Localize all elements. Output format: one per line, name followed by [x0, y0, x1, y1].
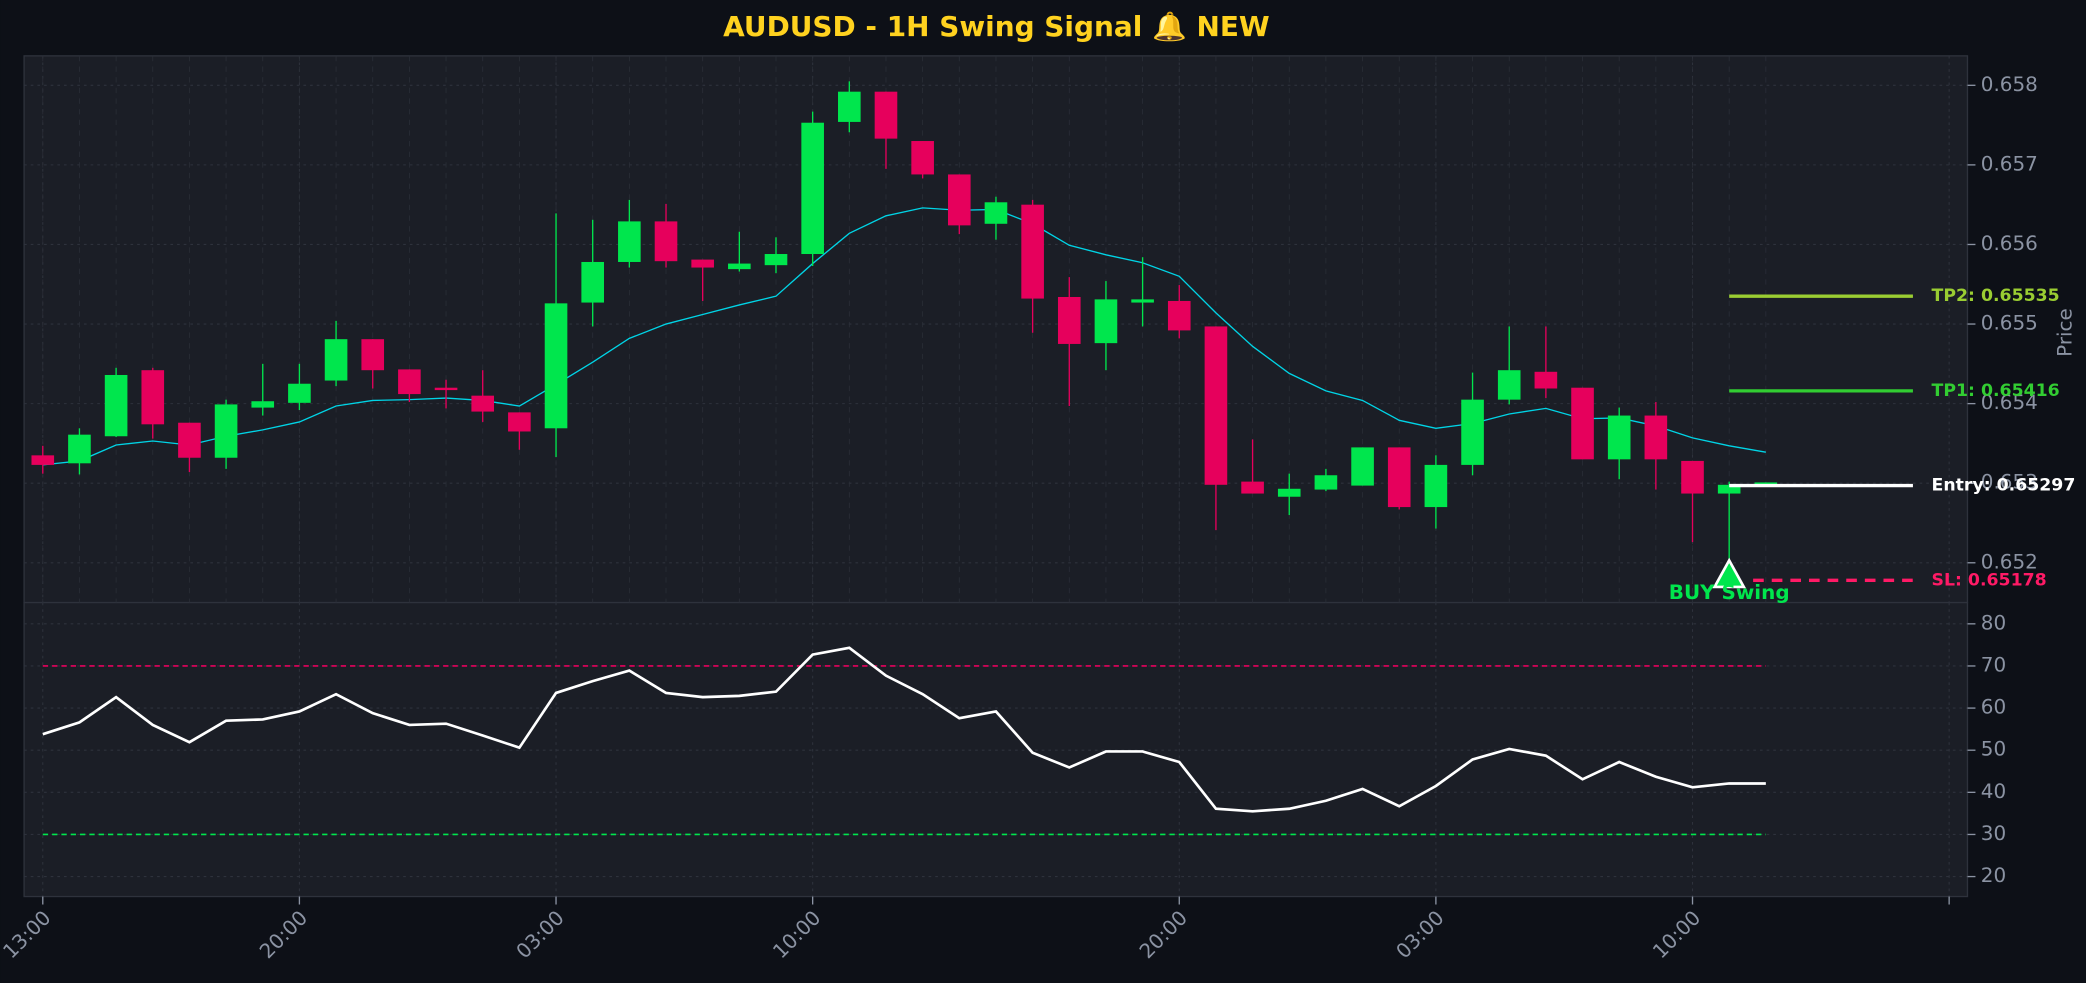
candle-body — [801, 122, 824, 255]
candle-body — [1131, 299, 1154, 303]
candle-body — [838, 91, 861, 122]
candle-body — [581, 261, 605, 303]
candle-body — [1644, 415, 1668, 460]
candle-body — [324, 339, 348, 381]
y-tick-label: 40 — [1981, 779, 2006, 803]
y-tick-label: 0.656 — [1981, 231, 2038, 255]
price-panel — [23, 55, 1969, 604]
candle-body — [911, 141, 934, 175]
candle-body — [1681, 460, 1704, 494]
rsi-panel — [23, 601, 1969, 898]
chart-title: AUDUSD - 1H Swing Signal 🔔 NEW — [723, 10, 1270, 43]
y-tick-label: 20 — [1981, 863, 2006, 887]
candle-body — [1021, 204, 1044, 299]
candle-body — [1461, 399, 1484, 465]
level-label: SL: 0.65178 — [1932, 570, 2047, 590]
candle-body — [104, 374, 128, 437]
candle-body — [251, 401, 275, 408]
candle-body — [1167, 300, 1191, 331]
candle-body — [508, 412, 531, 432]
y-tick-label: 0.652 — [1981, 549, 2038, 573]
candle-body — [618, 221, 641, 262]
candle-body — [947, 174, 971, 226]
candle-body — [141, 370, 165, 425]
candle-body — [398, 369, 421, 395]
candle-body — [1607, 415, 1631, 460]
candle-body — [691, 259, 714, 268]
level-label: Entry: 0.65297 — [1932, 476, 2076, 496]
y-tick-label: 60 — [1981, 695, 2006, 719]
candle-body — [1057, 296, 1081, 344]
y-tick-label: 0.654 — [1981, 390, 2038, 414]
level-label: TP2: 0.65535 — [1932, 286, 2060, 306]
candle-body — [1277, 488, 1301, 497]
y-tick-label: 0.655 — [1981, 311, 2038, 335]
candle-body — [1534, 371, 1558, 389]
candle-body — [214, 404, 238, 458]
candle-body — [1094, 299, 1118, 344]
rsi-line — [42, 646, 1766, 813]
candle-body — [728, 263, 751, 270]
candle-body — [434, 387, 458, 391]
candle-body — [874, 91, 898, 139]
candle-body — [1314, 475, 1338, 490]
signal-marker — [1712, 557, 1747, 589]
y-tick-label: 50 — [1981, 737, 2006, 761]
candle-body — [288, 383, 311, 403]
candle-body — [178, 422, 201, 458]
candle-body — [654, 221, 678, 262]
y-axis-label: Price — [2052, 308, 2076, 357]
y-tick-label: 80 — [1981, 610, 2006, 634]
candle-body — [31, 455, 55, 465]
level-label: TP1: 0.65416 — [1932, 381, 2060, 401]
y-tick-label: 70 — [1981, 652, 2006, 676]
y-tick-label: 30 — [1981, 821, 2006, 845]
candle-body — [1424, 464, 1448, 508]
candle-body — [471, 395, 495, 412]
candle-body — [361, 339, 385, 371]
y-tick-label: 0.653 — [1981, 470, 2038, 494]
y-tick-label: 0.658 — [1981, 72, 2038, 96]
candle-body — [1571, 387, 1594, 460]
candle-body — [1717, 484, 1741, 494]
candle-body — [1241, 481, 1264, 494]
candle-body — [1204, 326, 1228, 485]
candle-body — [68, 434, 91, 464]
candle-body — [544, 303, 568, 429]
y-tick-label: 0.657 — [1981, 151, 2038, 175]
candle-body — [1387, 447, 1411, 508]
candle-body — [764, 254, 788, 266]
candle-body — [984, 202, 1008, 224]
candle-body — [1754, 482, 1778, 485]
candle-body — [1497, 370, 1521, 400]
candle-body — [1351, 447, 1374, 486]
signal-label: BUY Swing — [1669, 580, 1790, 604]
